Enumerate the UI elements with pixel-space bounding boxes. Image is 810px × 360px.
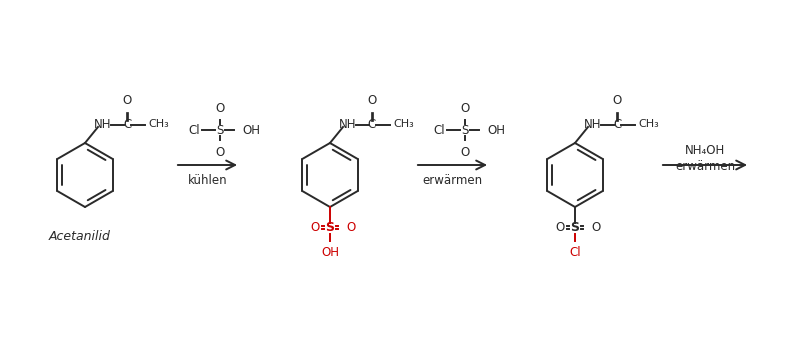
Text: C: C [613, 117, 621, 130]
Text: O: O [215, 145, 224, 158]
Text: OH: OH [487, 123, 505, 136]
Text: erwärmen: erwärmen [423, 174, 483, 186]
Text: S: S [216, 123, 224, 136]
Text: OH: OH [242, 123, 260, 136]
Text: O: O [460, 145, 470, 158]
Text: O: O [612, 94, 621, 108]
Text: CH₃: CH₃ [394, 119, 415, 129]
Text: erwärmen: erwärmen [675, 159, 735, 172]
Text: O: O [310, 221, 320, 234]
Text: CH₃: CH₃ [638, 119, 659, 129]
Text: NH₄OH: NH₄OH [685, 144, 725, 158]
Text: kühlen: kühlen [188, 174, 228, 186]
Text: O: O [556, 221, 565, 234]
Text: C: C [123, 117, 131, 130]
Text: C: C [368, 117, 376, 130]
Text: Cl: Cl [433, 123, 445, 136]
Text: NH: NH [94, 117, 112, 130]
Text: CH₃: CH₃ [148, 119, 169, 129]
Text: NH: NH [339, 117, 356, 130]
Text: S: S [326, 221, 335, 234]
Text: Cl: Cl [569, 247, 581, 260]
Text: S: S [570, 221, 579, 234]
Text: S: S [462, 123, 469, 136]
Text: NH: NH [584, 117, 602, 130]
Text: Acetanilid: Acetanilid [49, 230, 111, 243]
Text: O: O [460, 102, 470, 114]
Text: Cl: Cl [189, 123, 200, 136]
Text: O: O [591, 221, 601, 234]
Text: O: O [368, 94, 377, 108]
Text: O: O [215, 102, 224, 114]
Text: O: O [347, 221, 356, 234]
Text: OH: OH [321, 247, 339, 260]
Text: O: O [122, 94, 131, 108]
